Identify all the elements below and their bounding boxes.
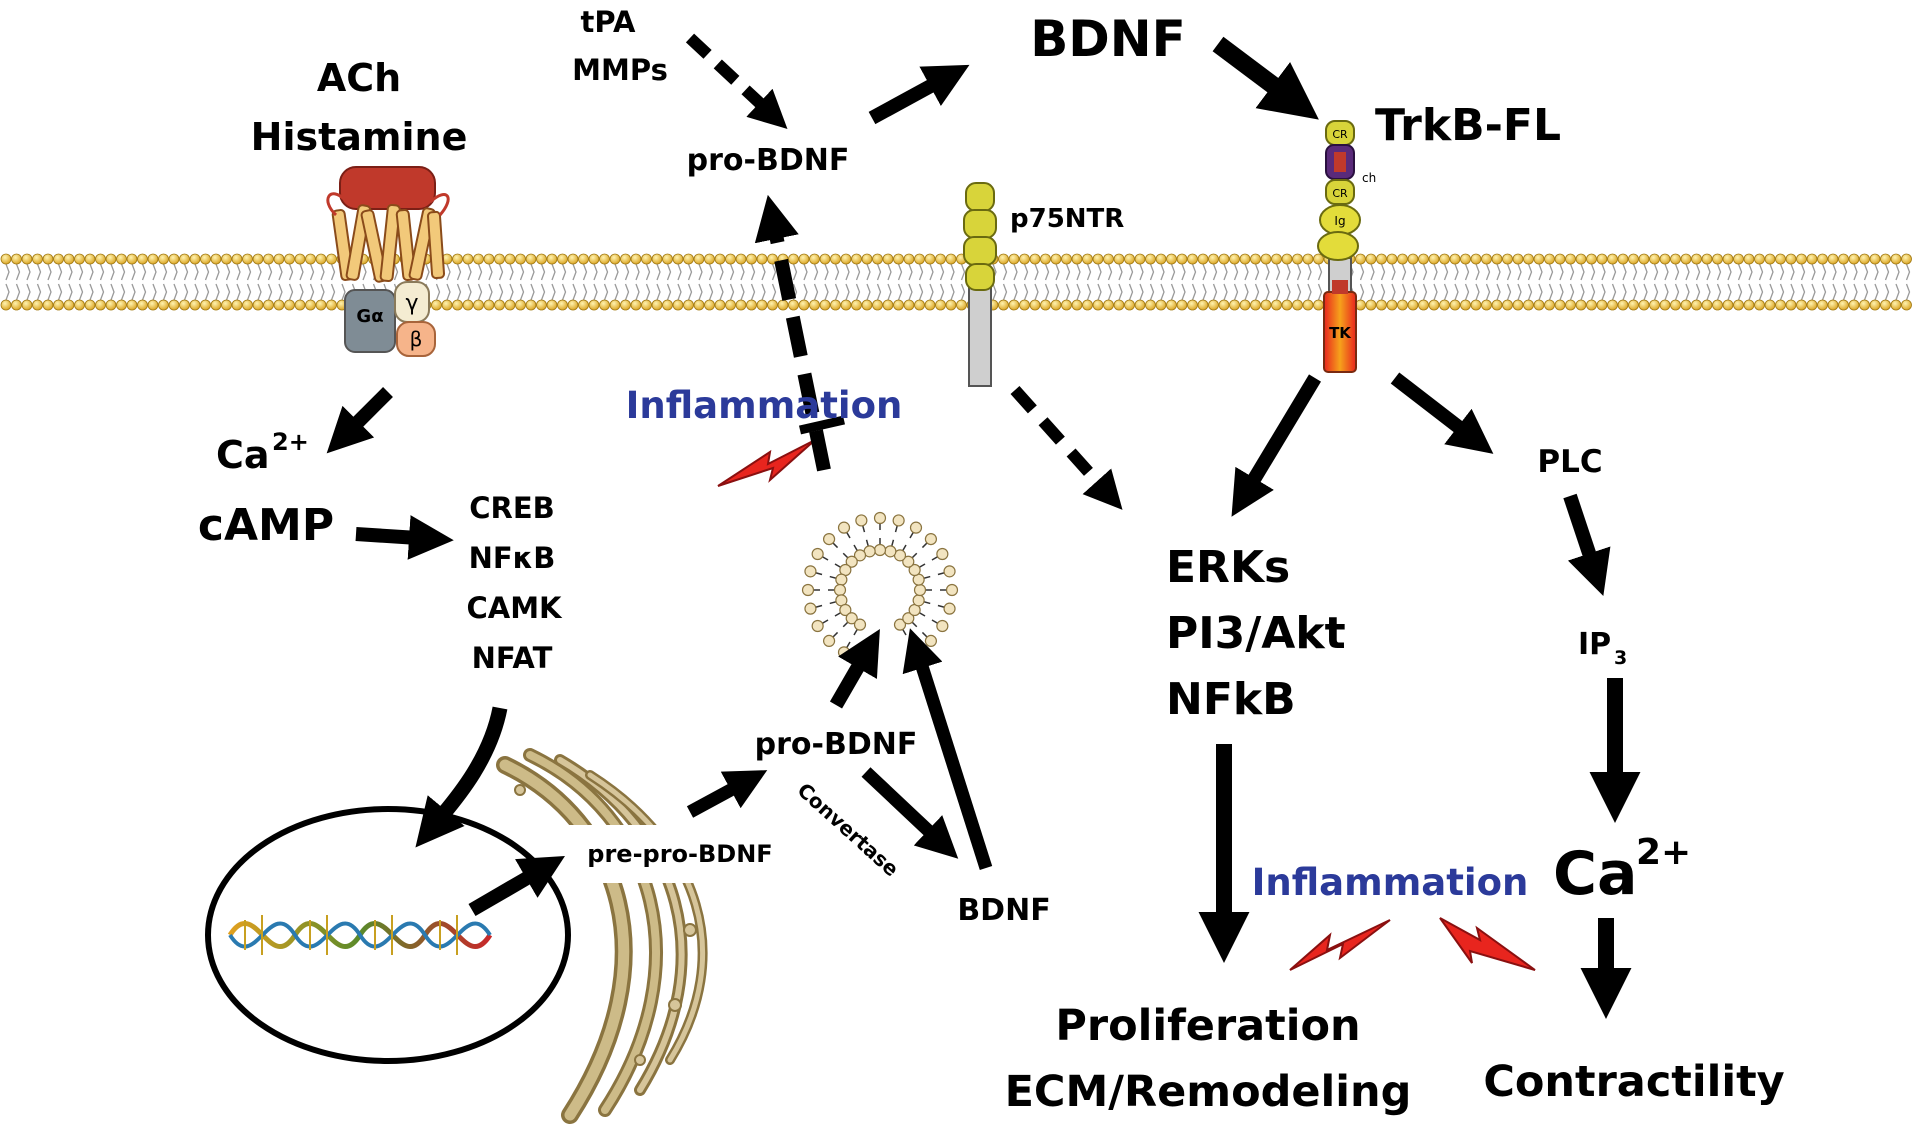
ca-right-label: Ca bbox=[1553, 839, 1638, 909]
trkb-domain-cr1-label: CR bbox=[1332, 128, 1348, 141]
lightning-bolt-icon bbox=[717, 439, 816, 487]
nfkb-right-label: NFkB bbox=[1166, 674, 1296, 725]
nfat-label: NFAT bbox=[472, 641, 553, 675]
golgi-apparatus bbox=[496, 748, 708, 1124]
p75ntr-receptor bbox=[963, 182, 997, 387]
secretory-vesicle bbox=[801, 511, 959, 659]
nucleus bbox=[205, 806, 571, 1064]
camp-label: cAMP bbox=[198, 500, 334, 551]
g-gamma-subunit-label: γ bbox=[405, 291, 418, 316]
ca-left-superscript: 2+ bbox=[272, 428, 309, 456]
creb-label: CREB bbox=[469, 491, 555, 525]
trkb-ch-label: ch bbox=[1362, 171, 1376, 185]
trkb-kinase-label: TK bbox=[1329, 324, 1352, 342]
ca-left-label: Ca bbox=[216, 433, 270, 477]
histamine-label: Histamine bbox=[251, 115, 468, 159]
g-beta-subunit-label: β bbox=[410, 327, 423, 351]
pre-pro-bdnf-box bbox=[566, 825, 792, 883]
p75ntr-label: p75NTR bbox=[1010, 204, 1124, 234]
pro-bdnf-mid-label: pro-BDNF bbox=[755, 727, 918, 762]
trkb-receptor: TK CR ch CR Ig bbox=[1317, 120, 1376, 373]
pathway-arrows bbox=[326, 33, 1641, 1019]
inflammation-right-label: Inflammation bbox=[1252, 861, 1529, 904]
ip3-subscript: 3 bbox=[1614, 647, 1627, 669]
pre-pro-bdnf-label: pre-pro-BDNF bbox=[587, 840, 772, 868]
trkb-domain-cr2-label: CR bbox=[1332, 187, 1348, 200]
plasma-membrane bbox=[0, 253, 1914, 311]
ecm-remodeling-label: ECM/Remodeling bbox=[1005, 1067, 1412, 1117]
plc-label: PLC bbox=[1537, 444, 1602, 480]
ip3-label: IP bbox=[1578, 627, 1611, 662]
nfkb-left-label: NFκB bbox=[469, 541, 556, 575]
gpcr-receptor: Gα γ β bbox=[326, 166, 450, 357]
camk-label: CAMK bbox=[466, 591, 563, 625]
bdnf-bottom-label: BDNF bbox=[957, 893, 1050, 928]
pi3-akt-label: PI3/Akt bbox=[1166, 608, 1346, 659]
mmps-label: MMPs bbox=[572, 53, 668, 87]
lightning-bolt-icon-left bbox=[1289, 919, 1391, 971]
pro-bdnf-top-label: pro-BDNF bbox=[687, 143, 850, 178]
erks-label: ERKs bbox=[1166, 542, 1290, 593]
labels: ACh Histamine tPA MMPs pro-BDNF BDNF Trk… bbox=[198, 5, 1785, 1117]
ca-right-superscript: 2+ bbox=[1636, 832, 1691, 873]
trkb-fl-label: TrkB-FL bbox=[1375, 100, 1561, 151]
trkb-domain-ig-label: Ig bbox=[1334, 214, 1345, 228]
contractility-label: Contractility bbox=[1483, 1057, 1784, 1107]
proliferation-label: Proliferation bbox=[1055, 1001, 1360, 1051]
inflammation-left-label: Inflammation bbox=[626, 384, 903, 427]
tpa-label: tPA bbox=[581, 5, 636, 39]
ach-label: ACh bbox=[317, 56, 401, 100]
dna-helix bbox=[227, 915, 493, 955]
lightning-bolt-icon-right bbox=[1439, 917, 1536, 971]
bdnf-top-label: BDNF bbox=[1030, 10, 1186, 68]
g-alpha-subunit-label: Gα bbox=[356, 306, 383, 327]
